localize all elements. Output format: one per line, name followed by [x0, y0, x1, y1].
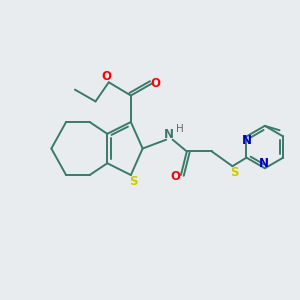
Text: O: O — [150, 77, 160, 90]
Text: N: N — [259, 157, 269, 170]
Text: O: O — [102, 70, 112, 83]
Text: S: S — [129, 175, 137, 188]
Text: O: O — [171, 170, 181, 183]
Text: S: S — [231, 166, 239, 178]
Text: H: H — [176, 124, 184, 134]
Text: N: N — [242, 134, 252, 147]
Text: N: N — [164, 128, 174, 141]
